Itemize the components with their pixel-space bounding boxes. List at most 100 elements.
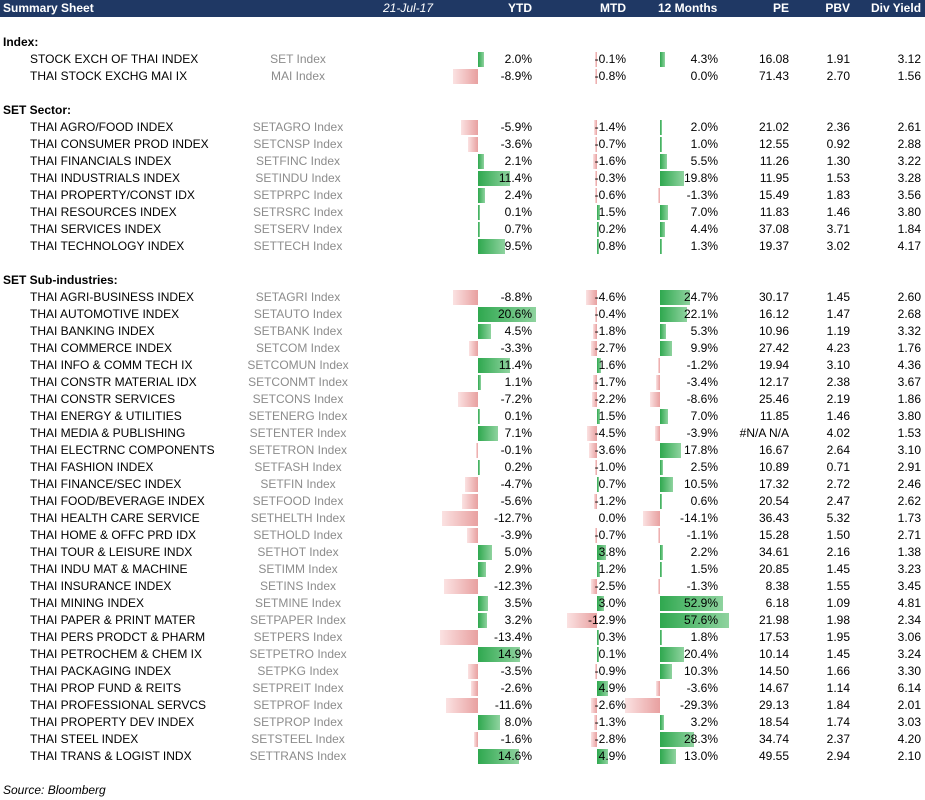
table-row[interactable]: THAI PERS PRODCT & PHARM SETPERS Index -13… (0, 629, 925, 646)
table-row[interactable]: THAI PROFESSIONAL SERVCS SETPROF Index -11… (0, 697, 925, 714)
table-row[interactable]: THAI CONSUMER PROD INDEX SETCNSP Index -3.… (0, 136, 925, 153)
table-row[interactable]: STOCK EXCH OF THAI INDEX SET Index 2.0% -0.… (0, 51, 925, 68)
index-name: THAI INDU MAT & MACHINE (30, 562, 188, 576)
table-row[interactable]: THAI CONSTR SERVICES SETCONS Index -7.2% -2… (0, 391, 925, 408)
table-row[interactable]: THAI PAPER & PRINT MATER SETPAPER Index 3.… (0, 612, 925, 629)
twelve-month-value: 2.2% (690, 545, 718, 559)
table-row[interactable]: THAI HOME & OFFC PRD IDX SETHOLD Index -3.… (0, 527, 925, 544)
index-name: THAI HEALTH CARE SERVICE (30, 511, 200, 525)
table-row[interactable]: THAI INDUSTRIALS INDEX SETINDU Index 11.4%… (0, 170, 925, 187)
table-row[interactable]: THAI TECHNOLOGY INDEX SETTECH Index 9.5% 0.… (0, 238, 925, 255)
ytd-value: -4.7% (500, 477, 532, 491)
table-row[interactable]: THAI ELECTRNC COMPONENTS SETETRON Index -0… (0, 442, 925, 459)
table-row[interactable]: THAI AGRI-BUSINESS INDEX SETAGRI Index -8.… (0, 289, 925, 306)
mtd-value: 0.3% (598, 630, 626, 644)
table-row[interactable]: THAI ENERGY & UTILITIES SETENERG Index 0.1… (0, 408, 925, 425)
table-row[interactable]: THAI PACKAGING INDEX SETPKG Index -3.5% -0.… (0, 663, 925, 680)
ticker: SETBANK Index (253, 324, 343, 338)
ticker: SETPROP Index (253, 715, 343, 729)
ytd-bar (467, 528, 478, 543)
table-row[interactable]: THAI FOOD/BEVERAGE INDEX SETFOOD Index -5.… (0, 493, 925, 510)
ticker: SET Index (270, 52, 326, 66)
table-row[interactable]: THAI INDU MAT & MACHINE SETIMM Index 2.9% 1… (0, 561, 925, 578)
table-row[interactable]: THAI TOUR & LEISURE INDX SETHOT Index 5.0%… (0, 544, 925, 561)
index-name: THAI STEEL INDEX (30, 732, 139, 746)
table-row[interactable]: THAI INSURANCE INDEX SETINS Index -12.3% -2… (0, 578, 925, 595)
twelve-month-value: -1.3% (686, 579, 718, 593)
m12-bar (660, 137, 662, 152)
table-row[interactable]: THAI MINING INDEX SETMINE Index 3.5% 3.0% 52… (0, 595, 925, 612)
ytd-bar (478, 375, 482, 390)
pbv-value: 4.23 (826, 341, 850, 355)
div-yield-value: 3.56 (897, 188, 921, 202)
mtd-value: -2.8% (594, 732, 626, 746)
ytd-value: -3.3% (500, 341, 532, 355)
table-row[interactable]: THAI PROP FUND & REITS SETPREIT Index -2.6… (0, 680, 925, 697)
ytd-bar (478, 205, 480, 220)
table-row[interactable]: THAI STOCK EXCHG MAI IX MAI Index -8.9% -0.… (0, 68, 925, 85)
table-row[interactable]: THAI COMMERCE INDEX SETCOM Index -3.3% -2.7… (0, 340, 925, 357)
section-heading: Index: (0, 34, 925, 51)
pbv-value: 1.46 (826, 205, 850, 219)
table-row[interactable]: THAI MEDIA & PUBLISHING SETENTER Index 7.1… (0, 425, 925, 442)
table-row[interactable]: THAI PROPERTY/CONST IDX SETPRPC Index 2.4%… (0, 187, 925, 204)
mtd-bar (595, 307, 597, 322)
ytd-value: 20.6% (497, 307, 532, 321)
table-row[interactable]: THAI RESOURCES INDEX SETRSRC Index 0.1% 1.5… (0, 204, 925, 221)
ticker: SETAUTO Index (253, 307, 343, 321)
twelve-month-value: -3.9% (686, 426, 718, 440)
table-row[interactable]: THAI PROPERTY DEV INDEX SETPROP Index 8.0%… (0, 714, 925, 731)
mtd-value: -0.3% (594, 171, 626, 185)
div-yield-value: 4.81 (897, 596, 921, 610)
mtd-bar (595, 137, 597, 152)
table-row[interactable]: THAI STEEL INDEX SETSTEEL Index -1.6% -2.8%… (0, 731, 925, 748)
m12-bar (660, 341, 672, 356)
table-row[interactable]: THAI PETROCHEM & CHEM IX SETPETRO Index 14… (0, 646, 925, 663)
pbv-value: 2.16 (826, 545, 850, 559)
index-name: THAI AUTOMOTIVE INDEX (30, 307, 180, 321)
mtd-value: 1.5% (598, 205, 626, 219)
table-row[interactable]: THAI FINANCE/SEC INDEX SETFIN Index -4.7% 0… (0, 476, 925, 493)
m12-bar (660, 630, 663, 645)
table-row[interactable]: THAI AGRO/FOOD INDEX SETAGRO Index -5.9% -1… (0, 119, 925, 136)
ytd-value: -3.9% (500, 528, 532, 542)
table-row[interactable]: THAI FASHION INDEX SETFASH Index 0.2% -1.0%… (0, 459, 925, 476)
mtd-value: -12.9% (587, 613, 626, 627)
m12-bar (660, 749, 676, 764)
ytd-bar (440, 630, 478, 645)
ytd-value: -5.6% (500, 494, 532, 508)
section-title: SET Sub-industries: (3, 273, 118, 287)
table-row[interactable]: THAI INFO & COMM TECH IX SETCOMUN Index 11… (0, 357, 925, 374)
div-yield-value: 2.01 (897, 698, 921, 712)
section-title: Index: (3, 35, 39, 49)
table-row[interactable]: THAI FINANCIALS INDEX SETFINC Index 2.1% -1… (0, 153, 925, 170)
mtd-bar (597, 630, 599, 645)
twelve-month-value: 1.3% (690, 239, 718, 253)
m12-bar (658, 528, 660, 543)
table-row[interactable]: THAI HEALTH CARE SERVICE SETHELTH Index -1… (0, 510, 925, 527)
ticker: SETINDU Index (255, 171, 341, 185)
ticker: MAI Index (270, 69, 326, 83)
table-row[interactable]: THAI TRANS & LOGIST INDX SETTRANS Index 14… (0, 748, 925, 765)
pbv-value: 1.19 (826, 324, 850, 338)
index-name: THAI FOOD/BEVERAGE INDEX (30, 494, 205, 508)
div-yield-value: 3.45 (897, 579, 921, 593)
table-row[interactable]: THAI CONSTR MATERIAL IDX SETCONMT Index 1.… (0, 374, 925, 391)
ytd-value: -2.6% (500, 681, 532, 695)
mtd-bar (567, 613, 597, 628)
index-name: THAI COMMERCE INDEX (30, 341, 173, 355)
table-row[interactable]: THAI SERVICES INDEX SETSERV Index 0.7% 0.2%… (0, 221, 925, 238)
mtd-value: -2.5% (594, 579, 626, 593)
ticker: SETCNSP Index (253, 137, 343, 151)
table-row[interactable]: THAI BANKING INDEX SETBANK Index 4.5% -1.8%… (0, 323, 925, 340)
index-name: THAI CONSUMER PROD INDEX (30, 137, 209, 151)
table-row[interactable]: THAI AUTOMOTIVE INDEX SETAUTO Index 20.6% -… (0, 306, 925, 323)
div-yield-value: 3.28 (897, 171, 921, 185)
twelve-month-value: 1.8% (690, 630, 718, 644)
ytd-bar (478, 715, 501, 730)
ytd-bar (478, 307, 536, 322)
index-name: THAI PROPERTY DEV INDEX (30, 715, 195, 729)
ytd-value: -1.6% (500, 732, 532, 746)
mtd-value: 0.2% (598, 222, 626, 236)
sheet-title: Summary Sheet (3, 1, 94, 15)
